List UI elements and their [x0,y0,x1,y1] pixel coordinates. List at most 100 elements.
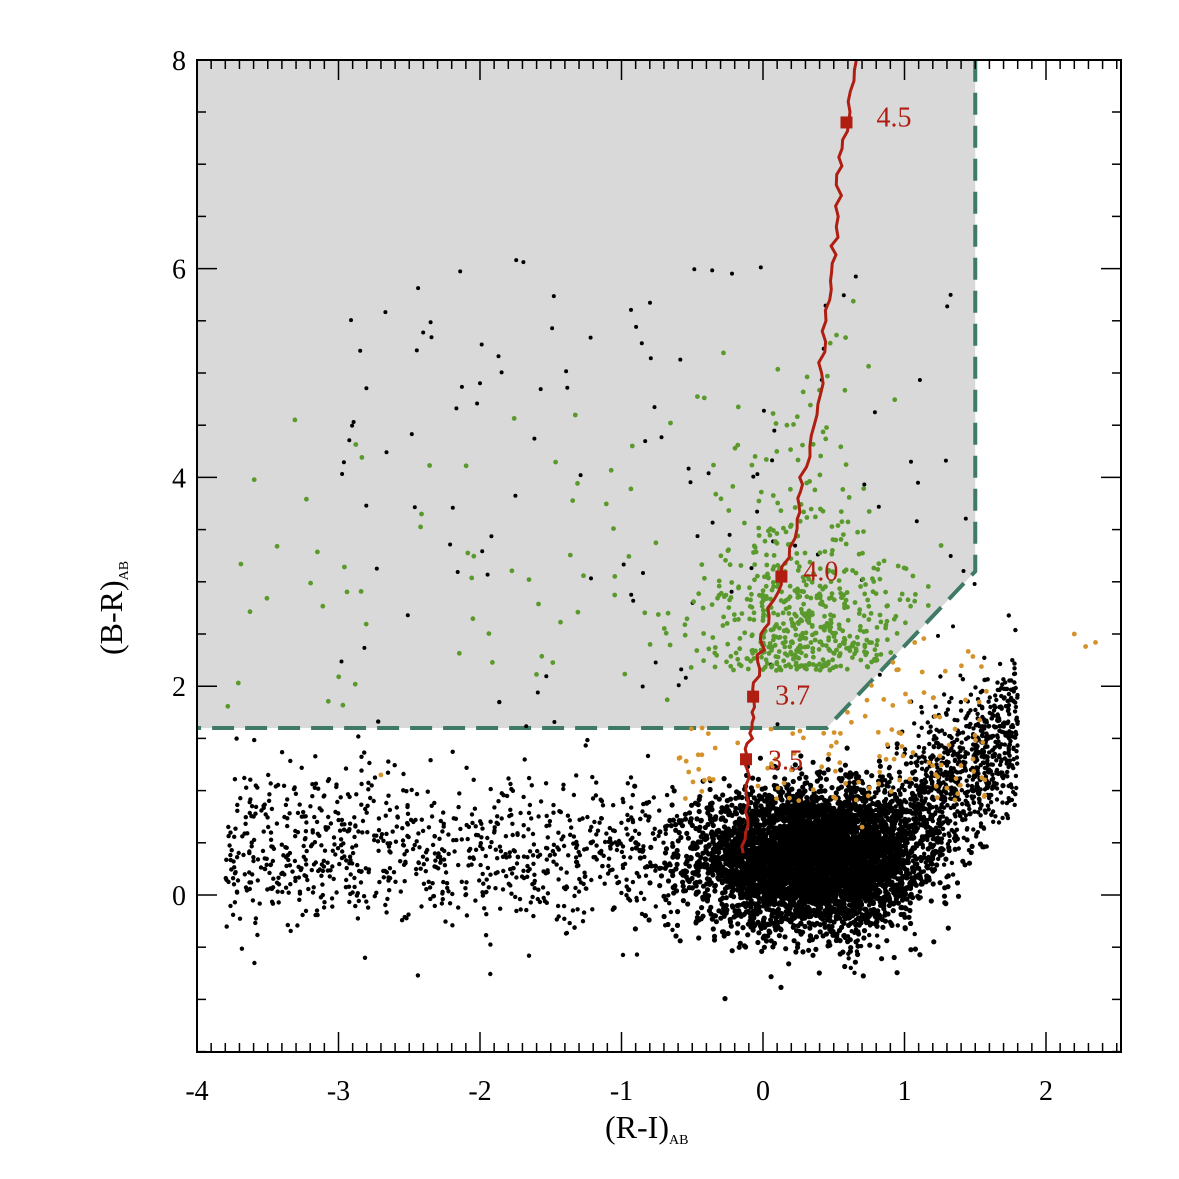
data-point [711,933,718,940]
data-point [831,877,837,883]
data-point [681,888,687,894]
data-point [663,897,669,903]
data-point [779,916,786,923]
data-point [762,877,768,883]
data-point [722,889,728,895]
data-point [814,815,820,822]
data-point [663,846,670,852]
data-point [673,933,679,939]
data-point [695,910,701,916]
data-point [678,870,684,876]
data-point [895,900,902,906]
data-point [805,847,811,854]
data-point [796,900,802,906]
data-point [735,887,741,893]
data-point [728,923,734,929]
data-point [841,898,847,905]
data-point [752,922,758,928]
data-point [843,825,849,832]
data-point [894,970,900,976]
data-point [677,938,683,944]
data-point [818,783,824,790]
data-point [721,933,727,939]
data-point [831,898,837,904]
data-point [674,847,680,854]
data-point [632,783,638,789]
data-point [662,850,669,856]
data-point [682,811,689,817]
data-point [941,893,948,899]
data-point [791,875,797,881]
data-point [816,970,822,976]
data-point [658,873,665,879]
data-point [838,767,844,773]
data-point [699,905,705,911]
data-point [902,925,908,931]
data-point [838,843,844,849]
data-point [728,878,734,885]
data-point [806,914,812,920]
data-point [712,888,718,894]
data-point [737,940,743,946]
data-point [714,859,721,866]
data-point [763,798,770,804]
data-point [689,875,695,882]
data-point [715,843,721,849]
data-point [798,846,804,852]
data-point [741,891,747,897]
data-point [736,944,742,950]
data-point [817,769,823,775]
data-point [736,829,743,835]
data-point [750,878,757,884]
data-point [811,803,817,809]
data-point [755,869,761,875]
data-point [632,926,639,932]
data-point [842,799,848,805]
data-point [829,811,836,818]
data-point [771,838,777,844]
data-point [703,833,710,839]
data-point [757,909,763,915]
data-point [879,956,885,962]
data-point [943,856,949,862]
data-point [696,827,702,834]
data-point [775,817,781,823]
data-point [766,810,772,816]
data-point [774,765,780,771]
data-point [745,887,751,893]
data-point [861,935,867,941]
data-point [955,893,962,899]
data-point [710,926,716,932]
data-point [704,887,711,893]
data-point [720,792,726,798]
data-point [774,914,780,921]
data-point [740,826,746,832]
data-point [775,910,781,916]
data-point [771,940,778,947]
data-point [723,895,729,901]
data-point [759,948,765,955]
data-point [869,773,875,779]
data-point [728,892,734,899]
data-point [700,883,707,889]
data-point [748,785,755,791]
data-point [729,873,735,880]
data-point [839,776,845,782]
data-point [829,785,835,791]
data-point [788,814,794,820]
data-point [828,929,834,935]
data-point [684,853,690,860]
data-point [700,896,706,902]
data-point [778,796,784,802]
data-point [884,938,890,944]
data-point [637,855,644,861]
data-point [813,946,819,953]
data-point [908,947,914,953]
data-point [730,883,736,890]
data-point [903,761,910,767]
data-point [682,816,689,822]
data-point [665,878,672,884]
data-point [698,839,704,845]
data-point [926,874,932,881]
data-point [694,914,701,921]
